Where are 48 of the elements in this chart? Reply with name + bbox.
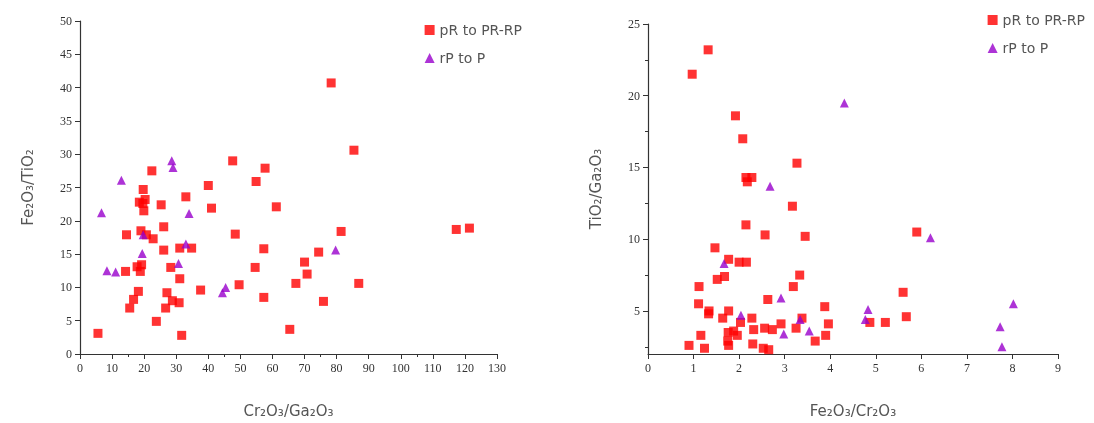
x-tick-label: 100 xyxy=(391,361,410,375)
x-tick-label: 0 xyxy=(77,361,83,375)
x-tick-label: 70 xyxy=(298,361,311,375)
y-tick-label: 0 xyxy=(66,347,72,361)
legend-label: pR to PR-RP xyxy=(439,22,523,38)
y-tick-label: 15 xyxy=(628,160,640,175)
legend-label: rP to P xyxy=(439,50,486,66)
x-tick-label: 80 xyxy=(330,361,343,375)
x-tick-label: 20 xyxy=(138,361,151,375)
x-tick-label: 30 xyxy=(170,361,183,375)
y-axis-title: Fe₂O₃/TiO₂ xyxy=(18,149,37,226)
x-tick-label: 4 xyxy=(827,361,834,375)
x-tick-label: 130 xyxy=(488,361,506,375)
y-tick-label: 10 xyxy=(628,232,640,247)
x-tick-label: 110 xyxy=(424,361,442,375)
y-axis-title: TiO₂/Ga₂O₃ xyxy=(586,148,605,231)
y-tick-label: 15 xyxy=(60,247,72,262)
y-tick-label: 35 xyxy=(60,113,72,128)
y-tick-label: 20 xyxy=(628,88,640,103)
x-tick-label: 2 xyxy=(736,361,743,375)
x-tick-label: 6 xyxy=(918,361,925,375)
y-tick-label: 25 xyxy=(60,180,72,195)
y-tick-label: 5 xyxy=(66,313,72,328)
x-tick-label: 1 xyxy=(690,361,697,375)
x-tick-label: 8 xyxy=(1009,361,1016,375)
x-tick-label: 60 xyxy=(266,361,279,375)
legend-label: rP to P xyxy=(1002,40,1049,56)
x-tick-label: 9 xyxy=(1055,361,1061,375)
x-axis-title: Fe₂O₃/Cr₂O₃ xyxy=(809,401,897,420)
x-tick-label: 90 xyxy=(362,361,375,375)
y-tick-label: 40 xyxy=(60,80,72,95)
x-tick-label: 0 xyxy=(645,361,651,375)
y-tick-label: 50 xyxy=(60,14,72,28)
x-tick-label: 7 xyxy=(963,361,970,375)
legend-label: pR to PR-RP xyxy=(1002,12,1086,28)
y-tick-label: 30 xyxy=(60,147,72,162)
x-tick-label: 50 xyxy=(234,361,247,375)
x-tick-label: 10 xyxy=(106,361,119,375)
x-tick-label: 120 xyxy=(455,361,474,375)
y-tick-label: 45 xyxy=(60,47,72,62)
y-tick-label: 10 xyxy=(60,280,72,295)
x-tick-label: 40 xyxy=(202,361,215,375)
x-tick-label: 3 xyxy=(781,361,788,375)
y-tick-label: 5 xyxy=(634,303,640,318)
y-tick-label: 25 xyxy=(628,17,640,31)
x-tick-label: 5 xyxy=(872,361,879,375)
x-axis-title: Cr₂O₃/Ga₂O₃ xyxy=(243,401,334,420)
y-tick-label: 20 xyxy=(60,213,72,228)
